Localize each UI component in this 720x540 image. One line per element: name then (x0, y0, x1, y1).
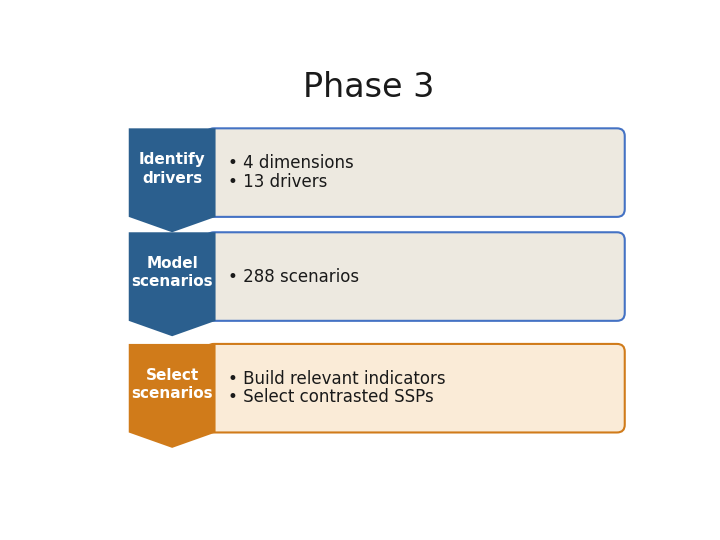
Polygon shape (129, 344, 215, 448)
FancyBboxPatch shape (206, 344, 625, 433)
Text: • Select contrasted SSPs: • Select contrasted SSPs (228, 388, 433, 407)
Text: • 13 drivers: • 13 drivers (228, 173, 328, 191)
Polygon shape (129, 129, 215, 232)
FancyBboxPatch shape (206, 232, 625, 321)
Text: Identify
drivers: Identify drivers (139, 152, 205, 186)
Text: Select
scenarios: Select scenarios (131, 368, 213, 401)
Text: • Build relevant indicators: • Build relevant indicators (228, 370, 446, 388)
FancyBboxPatch shape (206, 129, 625, 217)
Text: Model
scenarios: Model scenarios (131, 256, 213, 289)
Text: • 4 dimensions: • 4 dimensions (228, 154, 354, 172)
Text: Phase 3: Phase 3 (303, 71, 435, 104)
Polygon shape (129, 232, 215, 336)
Text: • 288 scenarios: • 288 scenarios (228, 267, 359, 286)
